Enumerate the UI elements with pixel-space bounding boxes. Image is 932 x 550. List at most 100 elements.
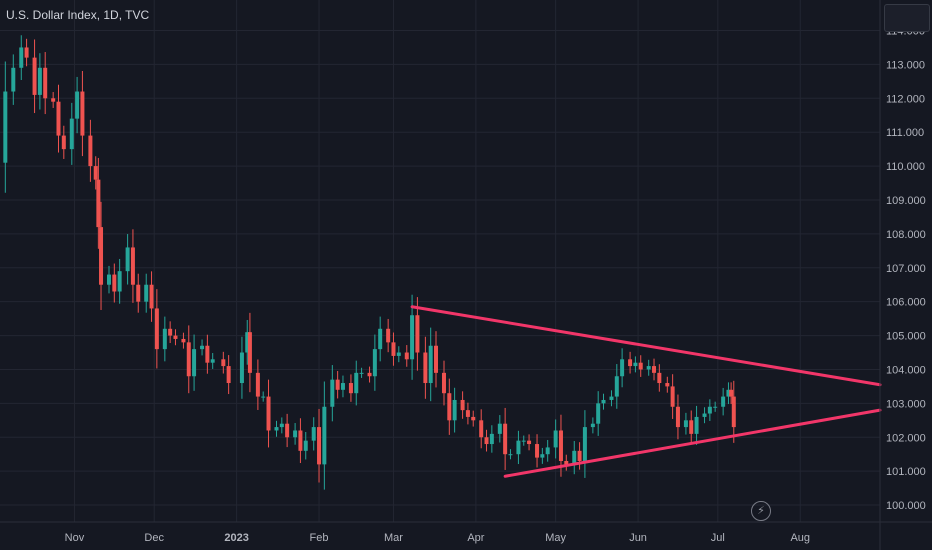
candle[interactable] [317,408,322,483]
candle[interactable] [285,413,290,448]
candle[interactable] [43,52,48,115]
candle[interactable] [423,336,428,399]
candle[interactable] [553,419,558,459]
candle[interactable] [460,391,465,419]
trendlines[interactable] [410,305,882,478]
candle[interactable] [683,412,688,435]
candle[interactable] [99,201,104,310]
candle[interactable] [330,365,335,422]
candle[interactable] [689,410,694,444]
candle[interactable] [247,312,252,393]
candle[interactable] [245,319,250,365]
candle[interactable] [721,387,726,416]
candle[interactable] [726,382,731,405]
price-scale-button[interactable] [884,4,930,32]
candle[interactable] [303,432,308,460]
candle[interactable] [96,157,101,249]
candle[interactable] [614,364,619,409]
candle[interactable] [226,355,231,395]
candle[interactable] [694,405,699,445]
candle[interactable] [51,92,56,108]
candle[interactable] [37,53,42,110]
candle[interactable] [633,356,638,373]
candle[interactable] [713,401,718,412]
candle[interactable] [24,38,29,67]
candle[interactable] [540,447,545,464]
candle[interactable] [434,331,439,388]
candle[interactable] [508,449,513,460]
candle[interactable] [675,394,680,440]
candle[interactable] [428,327,433,402]
candle[interactable] [3,61,8,193]
candle[interactable] [311,417,316,451]
candle[interactable] [404,345,409,367]
candle[interactable] [80,71,85,157]
candle[interactable] [93,156,98,190]
candle[interactable] [652,358,657,381]
candle[interactable] [125,234,130,285]
candle[interactable] [210,353,215,369]
candle[interactable] [452,387,457,433]
candle[interactable] [465,402,470,425]
candle[interactable] [255,359,260,410]
candle[interactable] [107,265,112,294]
candle[interactable] [415,297,420,371]
candle[interactable] [378,316,383,362]
candle[interactable] [112,263,117,303]
trendline-upper[interactable] [410,305,882,387]
candle[interactable] [596,391,601,436]
candle[interactable] [497,415,502,443]
candle[interactable] [638,355,643,377]
candle[interactable] [149,271,154,322]
candle[interactable] [582,410,587,478]
candle[interactable] [173,329,178,346]
candle[interactable] [609,390,614,407]
candle[interactable] [545,439,550,462]
candle[interactable] [670,374,675,419]
candle[interactable] [144,273,149,313]
price-axis[interactable]: 114.000113.000112.000111.000110.000109.0… [886,26,926,513]
candle[interactable] [359,367,364,378]
candle[interactable] [136,273,141,313]
candle[interactable] [702,407,707,424]
candle[interactable] [186,325,191,394]
candle[interactable] [154,289,159,369]
candle[interactable] [181,332,186,349]
candle[interactable] [620,348,625,388]
candle[interactable] [367,366,372,383]
candle[interactable] [354,360,359,406]
candle[interactable] [348,374,353,402]
candle[interactable] [386,318,391,353]
candle[interactable] [266,379,271,448]
candle[interactable] [279,417,284,434]
candle[interactable] [572,440,577,475]
candle[interactable] [527,434,532,451]
candle[interactable] [646,359,651,376]
candle[interactable] [447,378,452,435]
candle[interactable] [590,417,595,434]
candle[interactable] [503,407,508,470]
candle[interactable] [707,399,712,421]
time-axis[interactable]: Nov Dec 2023 Feb Mar Apr May Jun Jul Aug [65,532,810,544]
candle[interactable] [665,376,670,393]
candle[interactable] [731,380,736,443]
candle[interactable] [489,425,494,453]
candle[interactable] [130,229,135,303]
candle[interactable] [32,39,37,114]
candle[interactable] [200,339,205,356]
candle[interactable] [75,76,80,134]
candle[interactable] [261,391,266,402]
candle[interactable] [274,420,279,437]
candle[interactable] [340,375,345,398]
candle[interactable] [396,346,401,363]
candle[interactable] [192,334,197,391]
candle[interactable] [441,360,446,406]
candle[interactable] [479,409,484,449]
candle[interactable] [162,316,167,362]
candle[interactable] [516,430,521,465]
candle[interactable] [521,435,526,446]
candles[interactable] [3,35,736,490]
candle[interactable] [657,364,662,392]
candle[interactable] [56,84,61,153]
